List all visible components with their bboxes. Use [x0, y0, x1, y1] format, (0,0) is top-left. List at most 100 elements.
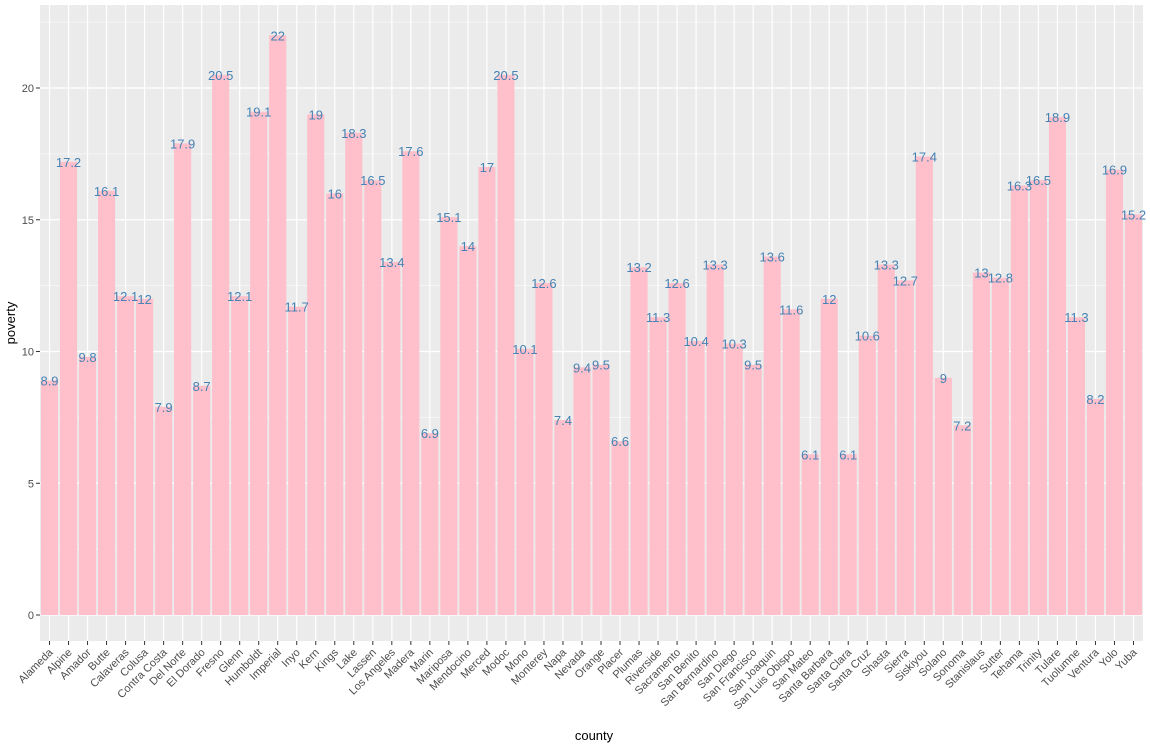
data-label: 15.2	[1121, 207, 1146, 222]
data-label: 11.6	[779, 302, 803, 317]
data-label: 14	[461, 239, 475, 254]
bar	[953, 425, 971, 615]
data-label: 17.4	[912, 150, 937, 165]
data-label: 18.9	[1045, 110, 1070, 125]
bar	[858, 335, 876, 615]
bar	[725, 343, 743, 615]
data-label: 9.5	[592, 358, 610, 373]
bar	[573, 367, 591, 615]
bar	[687, 340, 705, 615]
y-tick-label: 20	[22, 83, 34, 95]
bar	[896, 280, 914, 615]
data-label: 16.5	[1026, 173, 1051, 188]
bar	[554, 420, 572, 615]
bar	[1124, 214, 1143, 616]
data-label: 9	[940, 371, 947, 386]
bar	[877, 264, 895, 615]
bar	[231, 296, 249, 615]
data-label: 16.1	[94, 184, 119, 199]
bar	[117, 296, 135, 615]
bar	[459, 246, 477, 615]
bar	[345, 132, 363, 616]
data-label: 7.4	[554, 413, 572, 428]
x-axis: AlamedaAlpineAmadorButteCalaverasColusaC…	[16, 641, 1140, 712]
data-label: 12.6	[531, 276, 556, 291]
bar	[915, 156, 933, 615]
bar	[516, 348, 534, 615]
bar	[440, 217, 458, 616]
data-label: 15.1	[436, 210, 461, 225]
y-tick-label: 0	[28, 610, 34, 622]
data-label: 22	[270, 28, 284, 43]
bar	[383, 261, 401, 615]
bar	[402, 151, 420, 616]
data-label: 9.5	[744, 358, 762, 373]
bar	[744, 364, 762, 615]
data-label: 9.4	[573, 360, 591, 375]
data-label: 13	[974, 265, 988, 280]
data-label: 17.9	[170, 136, 195, 151]
data-label: 11.7	[285, 300, 309, 315]
data-label: 13.6	[760, 250, 785, 265]
bar	[497, 74, 515, 615]
data-label: 18.3	[341, 126, 366, 141]
data-label: 7.2	[953, 418, 971, 433]
bar	[269, 35, 287, 616]
data-label: 12.7	[893, 273, 918, 288]
x-tick-label: Yuba	[1113, 646, 1140, 673]
y-tick-label: 15	[22, 215, 34, 227]
bar	[801, 454, 819, 615]
bar	[820, 298, 838, 615]
bar	[668, 282, 686, 615]
data-label: 16.9	[1102, 163, 1127, 178]
data-label: 16.5	[360, 173, 385, 188]
bar	[782, 309, 800, 615]
data-label: 19.1	[246, 105, 271, 120]
bar	[592, 364, 610, 615]
data-label: 13.3	[874, 258, 899, 273]
data-label: 8.7	[193, 379, 211, 394]
bar	[40, 380, 59, 615]
data-label: 20.5	[493, 68, 518, 83]
bar	[326, 193, 344, 615]
data-label: 13.3	[702, 258, 727, 273]
data-label: 12.1	[113, 289, 138, 304]
bar	[934, 377, 952, 615]
bars	[40, 35, 1143, 616]
data-label: 17.2	[56, 155, 81, 170]
data-labels: 8.917.29.816.112.1 127.917.98.720.512.119…	[40, 28, 1146, 462]
data-label: 16	[328, 186, 342, 201]
bar	[421, 433, 439, 615]
data-label: 7.9	[155, 400, 173, 415]
bar	[288, 306, 306, 615]
bar	[193, 385, 211, 615]
bar	[1086, 398, 1105, 615]
data-label: 11.3	[646, 310, 670, 325]
bar	[250, 111, 268, 615]
data-label: 6.9	[421, 426, 439, 441]
bar	[1048, 116, 1066, 616]
bar	[1067, 317, 1085, 615]
bar	[78, 356, 97, 615]
data-label: 17	[480, 160, 494, 175]
data-label: 12	[137, 292, 151, 307]
bar	[364, 180, 382, 615]
bar	[1105, 169, 1124, 615]
data-label: 8.2	[1086, 392, 1104, 407]
bar	[307, 114, 325, 615]
bar	[535, 282, 553, 615]
data-label: 12.1	[227, 289, 252, 304]
data-label: 20.5	[208, 68, 233, 83]
data-label: 16.3	[1007, 178, 1032, 193]
y-axis: 0 5 10 15 20	[22, 83, 40, 622]
y-tick-label: 5	[28, 478, 34, 490]
bar	[136, 298, 154, 615]
data-label: 6.6	[611, 434, 629, 449]
data-label: 10.1	[512, 342, 537, 357]
bar	[611, 441, 629, 615]
data-label: 12.8	[988, 271, 1013, 286]
bar	[839, 454, 857, 615]
bar	[478, 167, 496, 616]
y-axis-title: poverty	[3, 301, 18, 344]
bar	[212, 74, 230, 615]
